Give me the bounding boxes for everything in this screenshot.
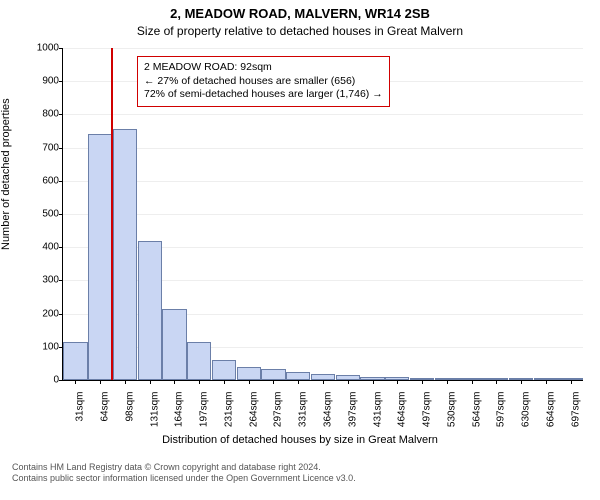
x-tick-mark <box>125 380 126 384</box>
annotation-line: 2 MEADOW ROAD: 92sqm <box>144 61 383 75</box>
y-tick-label: 600 <box>42 175 63 186</box>
x-tick-mark <box>224 380 225 384</box>
gridline <box>63 48 583 49</box>
annotation-line: ← 27% of detached houses are smaller (65… <box>144 75 383 89</box>
x-tick-mark <box>273 380 274 384</box>
y-tick-label: 500 <box>42 209 63 220</box>
histogram-bar <box>113 129 137 380</box>
x-tick-mark <box>496 380 497 384</box>
page-title: 2, MEADOW ROAD, MALVERN, WR14 2SB <box>0 6 600 21</box>
y-tick-label: 200 <box>42 308 63 319</box>
gridline <box>63 114 583 115</box>
y-tick-label: 700 <box>42 142 63 153</box>
property-marker-line <box>111 48 113 380</box>
x-tick-mark <box>100 380 101 384</box>
histogram-plot: 0100200300400500600700800900100031sqm64s… <box>62 48 583 381</box>
annotation-line: 72% of semi-detached houses are larger (… <box>144 88 383 102</box>
histogram-bar <box>286 372 310 380</box>
y-axis-label: Number of detached properties <box>0 98 12 250</box>
x-tick-mark <box>249 380 250 384</box>
x-tick-mark <box>323 380 324 384</box>
y-tick-label: 300 <box>42 275 63 286</box>
histogram-bar <box>88 134 112 380</box>
x-axis-label: Distribution of detached houses by size … <box>0 434 600 446</box>
x-tick-mark <box>571 380 572 384</box>
histogram-bar <box>63 342 87 380</box>
y-tick-label: 800 <box>42 109 63 120</box>
y-tick-label: 100 <box>42 341 63 352</box>
y-tick-label: 1000 <box>37 43 63 54</box>
x-tick-mark <box>150 380 151 384</box>
page-subtitle: Size of property relative to detached ho… <box>0 24 600 38</box>
footer-attribution: Contains HM Land Registry data © Crown c… <box>12 462 356 484</box>
x-tick-mark <box>348 380 349 384</box>
x-tick-mark <box>397 380 398 384</box>
y-tick-label: 0 <box>53 375 63 386</box>
x-tick-mark <box>521 380 522 384</box>
y-tick-label: 900 <box>42 76 63 87</box>
x-tick-mark <box>472 380 473 384</box>
footer-line-2: Contains public sector information licen… <box>12 473 356 484</box>
x-tick-mark <box>422 380 423 384</box>
histogram-bar <box>187 342 211 380</box>
y-tick-label: 400 <box>42 242 63 253</box>
histogram-bar <box>212 360 236 380</box>
gridline <box>63 148 583 149</box>
x-tick-mark <box>174 380 175 384</box>
x-tick-mark <box>75 380 76 384</box>
histogram-bar <box>237 367 261 380</box>
footer-line-1: Contains HM Land Registry data © Crown c… <box>12 462 356 473</box>
gridline <box>63 181 583 182</box>
gridline <box>63 214 583 215</box>
x-tick-mark <box>447 380 448 384</box>
x-tick-mark <box>199 380 200 384</box>
x-tick-mark <box>298 380 299 384</box>
annotation-box: 2 MEADOW ROAD: 92sqm← 27% of detached ho… <box>137 56 390 107</box>
x-tick-mark <box>373 380 374 384</box>
histogram-bar <box>138 241 162 380</box>
histogram-bar <box>162 309 186 380</box>
x-tick-mark <box>546 380 547 384</box>
histogram-bar <box>261 369 285 380</box>
